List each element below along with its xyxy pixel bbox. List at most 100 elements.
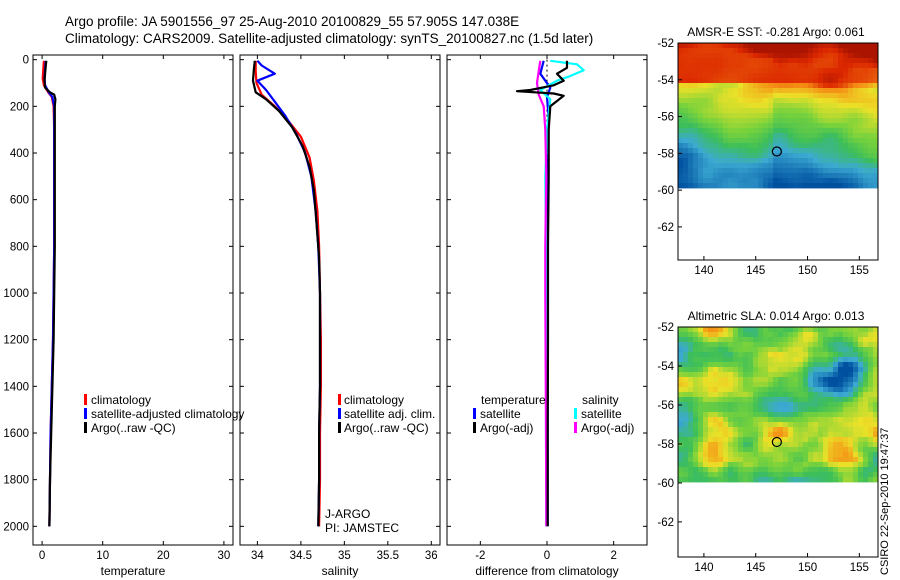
heatmap-cell: [868, 442, 874, 448]
heatmap-cell: [823, 427, 829, 433]
y-tick-label: -52: [657, 38, 674, 50]
temperature-panel: 0 10 20 30020040060080010001200140016001800…: [3, 54, 234, 578]
heatmap-cell: [728, 93, 734, 99]
heatmap-cell: [813, 53, 819, 59]
heatmap-cell: [753, 397, 759, 403]
y-tick-label: -52: [657, 322, 674, 334]
heatmap-cell: [813, 123, 819, 129]
heatmap-cell: [703, 402, 709, 408]
heatmap-cell: [813, 118, 819, 124]
heatmap-cell: [678, 88, 684, 94]
heatmap-cell: [803, 163, 809, 169]
heatmap-cell: [733, 337, 739, 343]
heatmap-cell: [753, 43, 759, 49]
heatmap-cell: [723, 387, 729, 393]
heatmap-cell: [733, 407, 739, 413]
heatmap-cell: [698, 53, 704, 59]
heatmap-cell: [843, 153, 849, 159]
heatmap-cell: [753, 352, 759, 358]
heatmap-cell: [763, 173, 769, 179]
heatmap-cell: [798, 472, 804, 478]
heatmap-cell: [828, 407, 834, 413]
heatmap-cell: [803, 108, 809, 114]
heatmap-cell: [773, 73, 779, 79]
heatmap-cell: [693, 118, 699, 124]
heatmap-cell: [868, 427, 874, 433]
heatmap-cell: [823, 332, 829, 338]
y-tick-label: 1800: [3, 475, 29, 487]
heatmap-cell: [773, 178, 779, 184]
heatmap-cell: [848, 472, 854, 478]
heatmap-cell: [703, 412, 709, 418]
heatmap-cell: [688, 68, 694, 74]
heatmap-cell: [758, 457, 764, 463]
heatmap-cell: [758, 43, 764, 49]
heatmap-cell: [873, 397, 879, 403]
heatmap-cell: [718, 437, 724, 443]
heatmap-cell: [808, 347, 814, 353]
heatmap-cell: [763, 457, 769, 463]
heatmap-cell: [733, 357, 739, 363]
y-tick-label: -62: [657, 222, 674, 234]
heatmap-cell: [763, 148, 769, 154]
heatmap-cell: [798, 342, 804, 348]
heatmap-cell: [698, 138, 704, 144]
heatmap-cell: [843, 357, 849, 363]
heatmap-cell: [838, 73, 844, 79]
heatmap-cell: [783, 133, 789, 139]
series-line-satellite-adj-clim: [256, 60, 322, 527]
heatmap-cell: [828, 467, 834, 473]
heatmap-cell: [818, 153, 824, 159]
heatmap-cell: [823, 327, 829, 333]
heatmap-cell: [843, 48, 849, 54]
heatmap-cell: [778, 472, 784, 478]
heatmap-cell: [858, 422, 864, 428]
x-axis-label: temperature: [101, 564, 166, 578]
heatmap-cell: [813, 108, 819, 114]
heatmap-cell: [678, 357, 684, 363]
heatmap-cell: [833, 143, 839, 149]
heatmap-cell: [853, 362, 859, 368]
heatmap-cell: [838, 432, 844, 438]
heatmap-cell: [773, 342, 779, 348]
heatmap-cell: [768, 387, 774, 393]
heatmap-cell: [773, 88, 779, 94]
heatmap-cell: [803, 427, 809, 433]
heatmap-cell: [848, 68, 854, 74]
heatmap-cell: [738, 98, 744, 104]
heatmap-cell: [743, 178, 749, 184]
heatmap-cell: [783, 143, 789, 149]
heatmap-cell: [868, 83, 874, 89]
heatmap-cell: [793, 397, 799, 403]
heatmap-cell: [848, 422, 854, 428]
heatmap-cell: [763, 422, 769, 428]
heatmap-cell: [813, 158, 819, 164]
heatmap-cell: [868, 108, 874, 114]
heatmap-cell: [808, 123, 814, 129]
heatmap-cell: [723, 442, 729, 448]
heatmap-cell: [753, 78, 759, 84]
heatmap-cell: [868, 93, 874, 99]
heatmap-cell: [813, 357, 819, 363]
heatmap-cell: [698, 143, 704, 149]
heatmap-cell: [798, 417, 804, 423]
heatmap-cell: [713, 143, 719, 149]
heatmap-cell: [678, 417, 684, 423]
heatmap-cell: [838, 143, 844, 149]
heatmap-cell: [823, 462, 829, 468]
heatmap-cell: [808, 153, 814, 159]
heatmap-cell: [868, 98, 874, 104]
heatmap-cell: [738, 68, 744, 74]
heatmap-cell: [778, 68, 784, 74]
heatmap-cell: [823, 437, 829, 443]
heatmap-cell: [723, 342, 729, 348]
heatmap-cell: [798, 427, 804, 433]
heatmap-cell: [738, 43, 744, 49]
heatmap-cell: [693, 128, 699, 134]
heatmap-cell: [703, 178, 709, 184]
heatmap-cell: [688, 447, 694, 453]
y-tick-label: -54: [657, 75, 674, 87]
heatmap-cell: [678, 53, 684, 59]
heatmap-cell: [793, 58, 799, 64]
heatmap-cell: [698, 392, 704, 398]
